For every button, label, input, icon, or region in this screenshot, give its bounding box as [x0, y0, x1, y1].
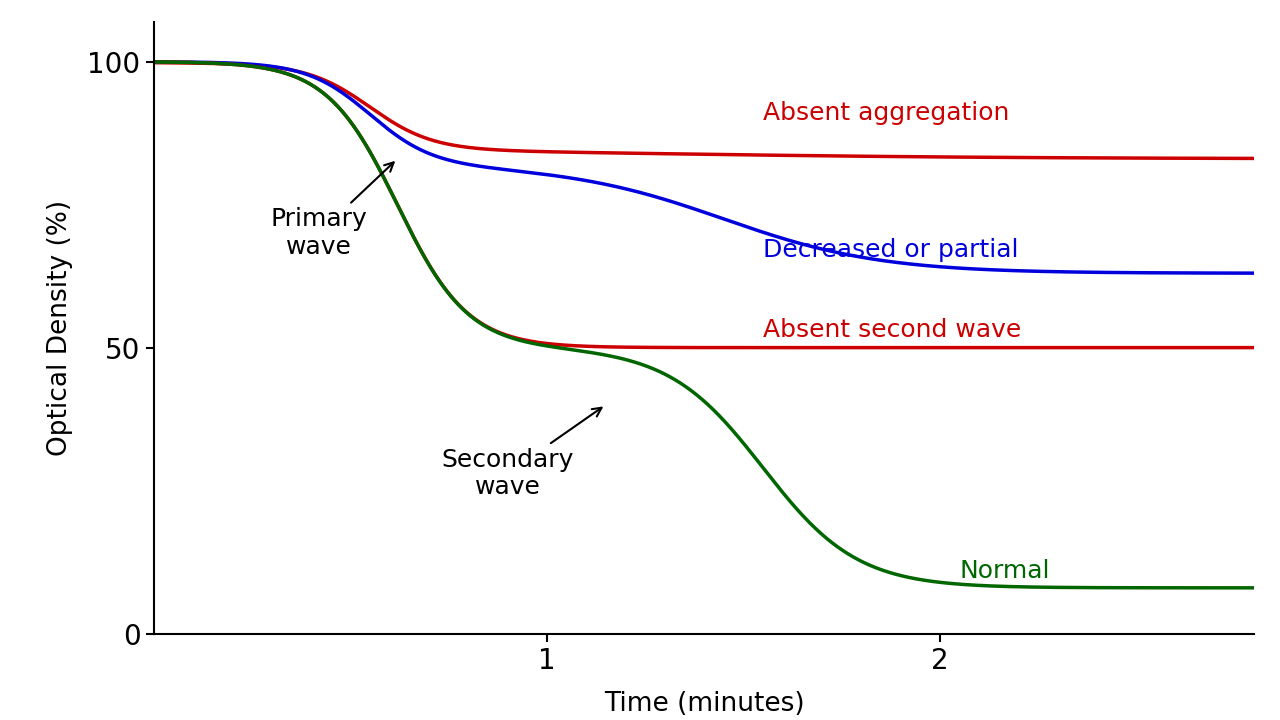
Text: Decreased or partial: Decreased or partial	[763, 238, 1019, 262]
X-axis label: Time (minutes): Time (minutes)	[604, 691, 804, 717]
Y-axis label: Optical Density (%): Optical Density (%)	[47, 199, 73, 456]
Text: Absent second wave: Absent second wave	[763, 318, 1021, 343]
Text: Normal: Normal	[960, 559, 1050, 582]
Text: Secondary
wave: Secondary wave	[442, 408, 602, 500]
Text: Absent aggregation: Absent aggregation	[763, 101, 1010, 125]
Text: Primary
wave: Primary wave	[270, 163, 394, 259]
